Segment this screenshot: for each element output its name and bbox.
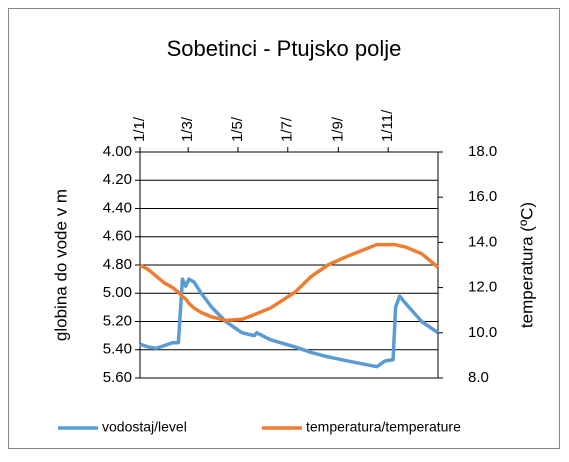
x-tick-label: 1/3/ [179, 116, 196, 142]
y-tick-label: 4.20 [103, 171, 132, 188]
series-line [139, 277, 439, 369]
x-tick-label: 1/1/ [131, 116, 148, 142]
x-tick-label: 1/9/ [329, 116, 346, 142]
y2-tick-label: 10.0 [468, 324, 497, 341]
y-tick-label: 4.00 [103, 143, 132, 160]
x-tick-label: 1/11/ [379, 109, 396, 142]
legend-label: vodostaj/level [102, 419, 187, 435]
y-tick-label: 5.20 [103, 312, 132, 329]
y2-tick-label: 12.0 [468, 279, 497, 296]
x-tick-label: 1/7/ [279, 116, 296, 142]
chart-title: Sobetinci - Ptujsko polje [167, 36, 402, 61]
y-tick-label: 4.80 [103, 256, 132, 273]
y-axis-label: globina do vode v m [51, 189, 70, 341]
y2-axis-label: temperatura (ºC) [517, 202, 536, 328]
x-tick-label: 1/5/ [229, 116, 246, 142]
chart-border [8, 8, 560, 449]
y-tick-label: 5.40 [103, 341, 132, 358]
y-tick-label: 4.60 [103, 228, 132, 245]
y2-tick-label: 8.0 [468, 369, 489, 386]
series-line [139, 242, 440, 323]
y2-tick-label: 16.0 [468, 188, 497, 205]
y-tick-label: 4.40 [103, 199, 132, 216]
y-tick-label: 5.60 [103, 369, 132, 386]
y2-tick-label: 18.0 [468, 143, 497, 160]
legend-label: temperatura/temperature [306, 419, 461, 435]
y2-tick-label: 14.0 [468, 233, 497, 250]
y-tick-label: 5.00 [103, 284, 132, 301]
